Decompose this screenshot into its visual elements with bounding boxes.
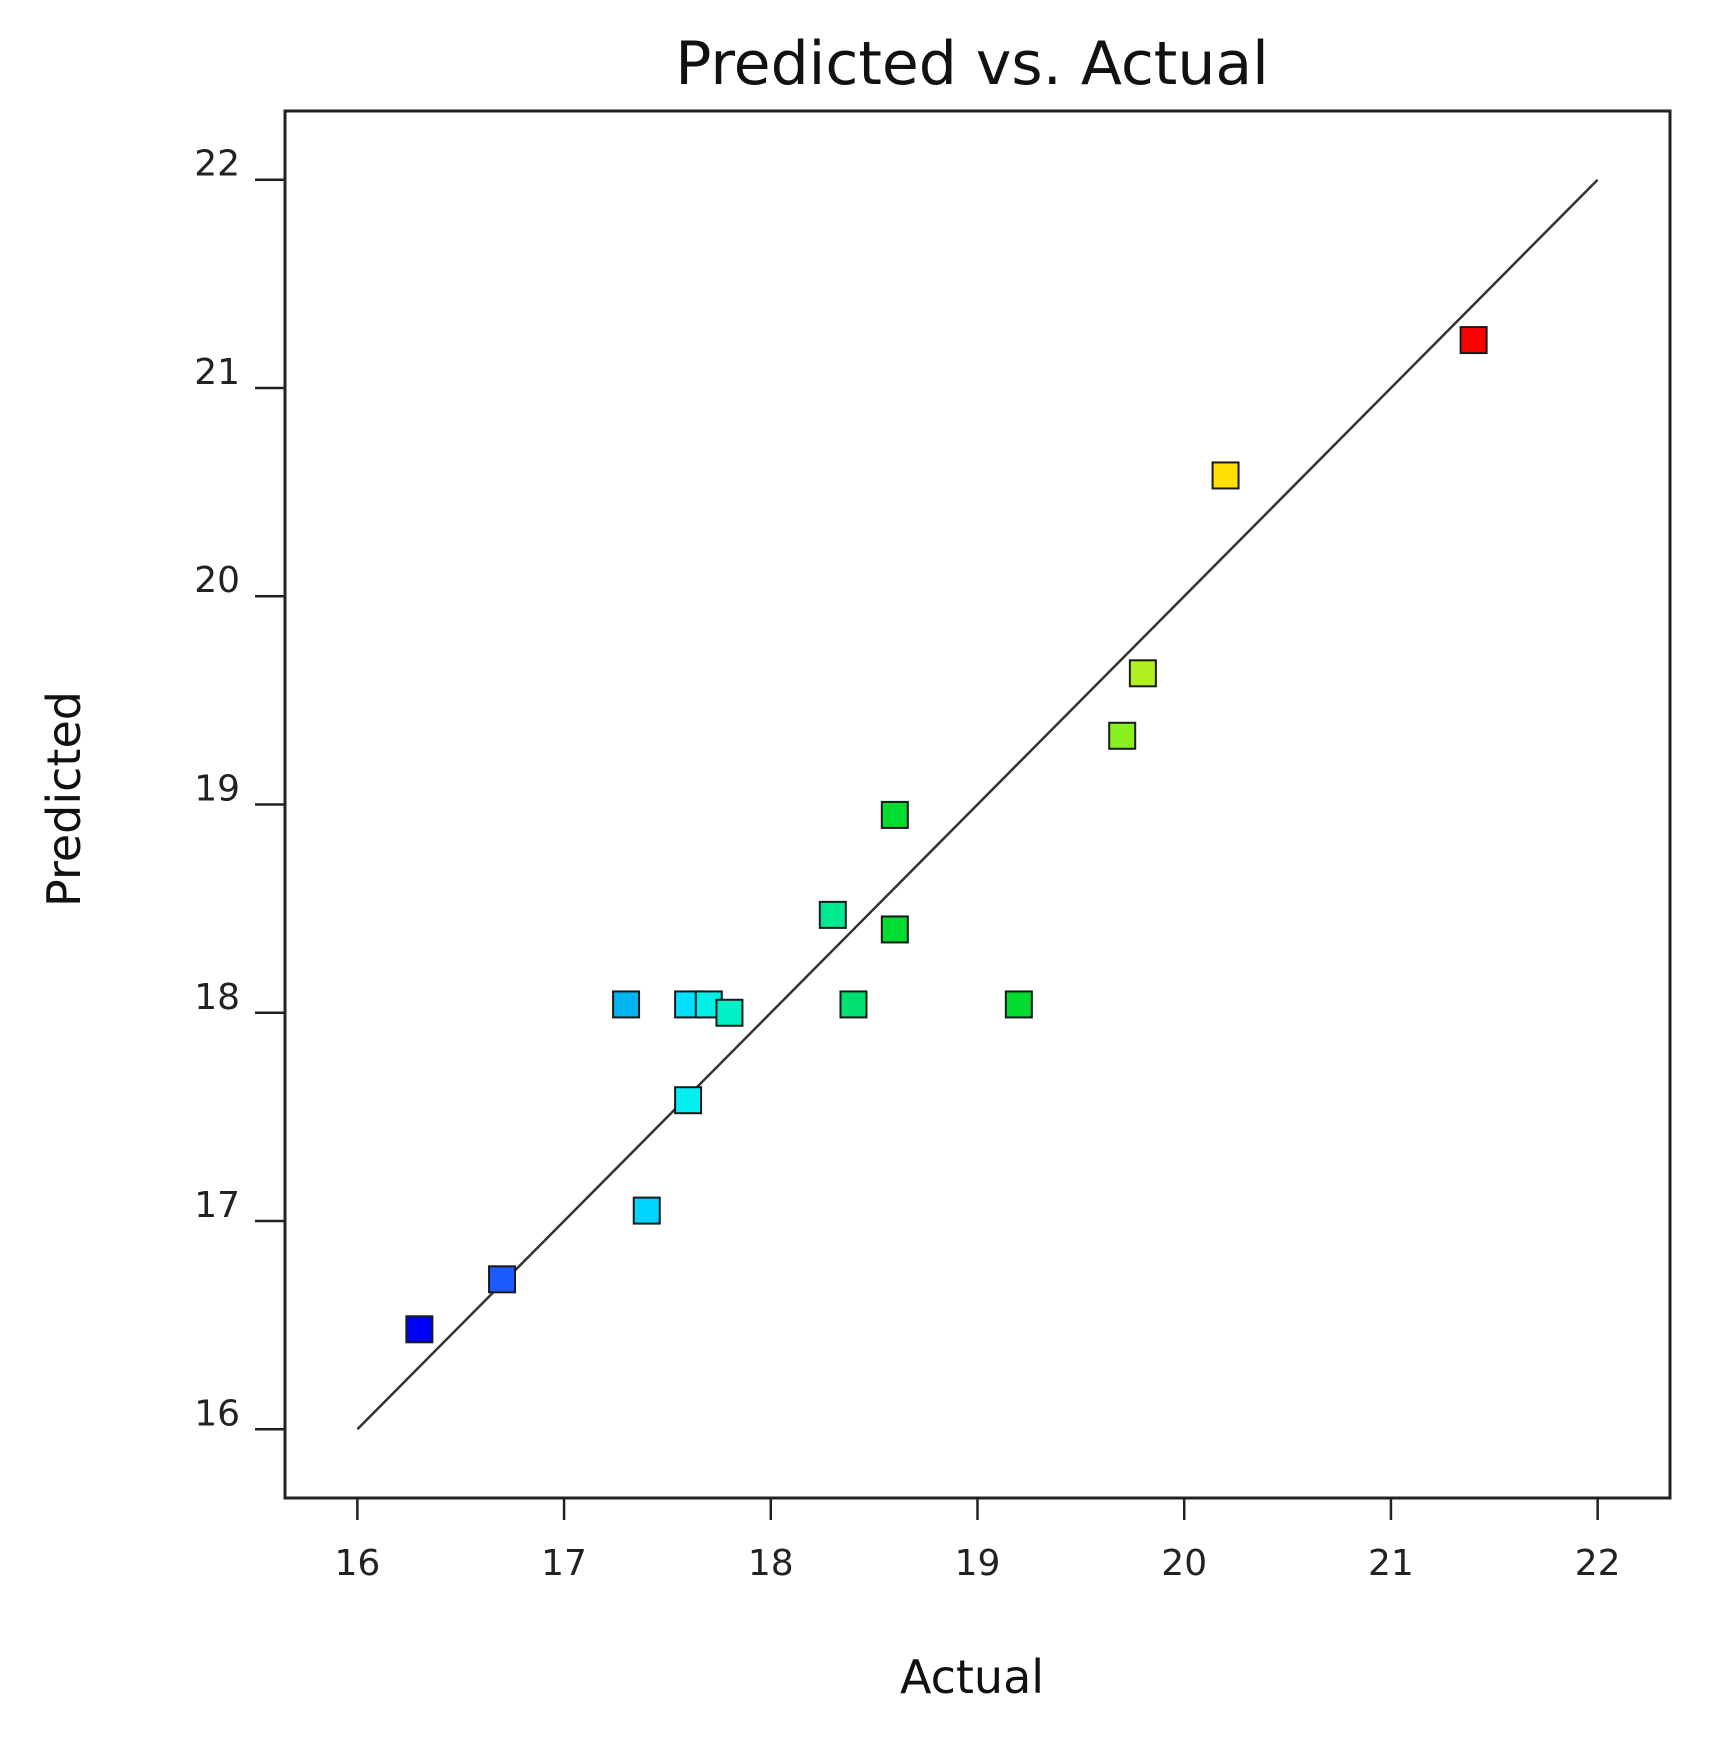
data-point [488, 1265, 517, 1294]
reference-line [356, 178, 1599, 1431]
x-tick-label: 17 [541, 1543, 587, 1584]
x-tick-label: 21 [1368, 1543, 1414, 1584]
data-point [1128, 659, 1157, 688]
data-point [1004, 990, 1033, 1019]
y-tick-label: 17 [194, 1185, 240, 1226]
data-point [818, 900, 847, 929]
x-tick-label: 16 [334, 1543, 380, 1584]
x-tick-label: 19 [955, 1543, 1001, 1584]
data-point [1459, 326, 1488, 355]
x-tick-label: 20 [1161, 1543, 1207, 1584]
data-point [880, 800, 909, 829]
data-point [839, 990, 868, 1019]
data-points [405, 326, 1488, 1344]
data-point [1211, 461, 1240, 490]
y-tick-label: 16 [194, 1393, 240, 1434]
x-axis-label: Actual [900, 1650, 1044, 1704]
data-point [715, 998, 744, 1027]
y-tick-label: 21 [194, 352, 240, 393]
data-point [612, 990, 641, 1019]
x-tick-label: 18 [748, 1543, 794, 1584]
chart-title: Predicted vs. Actual [675, 29, 1269, 99]
data-point [674, 1086, 703, 1115]
x-axis: 16 17 18 19 20 21 22 [334, 1498, 1621, 1584]
x-tick-label: 22 [1575, 1543, 1621, 1584]
data-point [1108, 721, 1137, 750]
data-point [632, 1196, 661, 1225]
y-tick-label: 18 [194, 977, 240, 1018]
y-axis: 16 17 18 19 20 21 22 [194, 144, 285, 1434]
data-point [405, 1315, 434, 1344]
data-point [880, 915, 909, 944]
y-tick-label: 22 [194, 144, 240, 185]
y-tick-label: 20 [194, 560, 240, 601]
y-tick-label: 19 [194, 769, 240, 810]
y-axis-label: Predicted [37, 691, 91, 907]
